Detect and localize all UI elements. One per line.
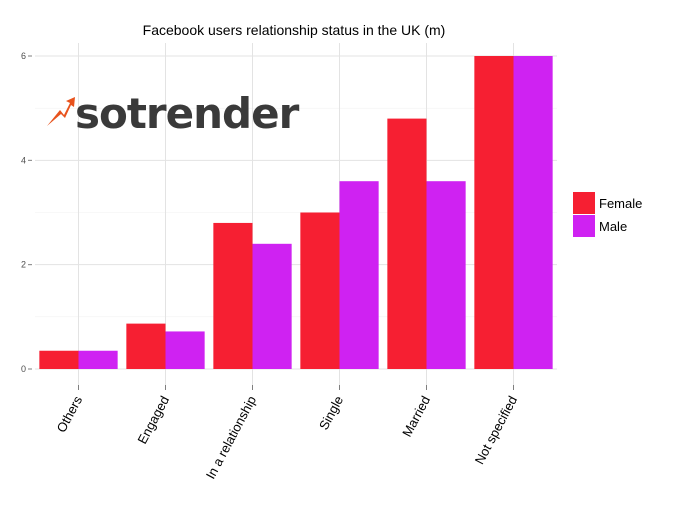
bar-female [213,222,253,369]
bar-female [300,212,340,369]
bar-male [513,56,553,369]
logo-text: sotrender [75,89,300,138]
legend-swatch-female [573,192,595,214]
bar-female [39,350,79,369]
legend: Female Male [573,192,642,237]
bar-male [339,181,379,369]
logo: sotrender [47,89,301,138]
x-tick-label: Others [54,393,86,435]
x-tick-label: Not specified [472,393,521,466]
y-axis-ticks: 0 2 4 6 [21,51,32,374]
bar-male [252,243,292,369]
y-tick-label: 0 [21,364,26,374]
legend-swatch-male [573,215,595,237]
bar-female [387,118,427,369]
x-tick-label: Engaged [134,393,172,446]
x-axis-ticks: Others Engaged In a relationship Single Marr… [54,385,521,481]
bar-male [426,181,466,369]
bar-female [474,56,514,369]
bar-male [78,350,118,369]
x-tick-label: In a relationship [203,393,259,481]
legend-label-female: Female [599,196,642,211]
legend-label-male: Male [599,219,627,234]
y-tick-label: 6 [21,51,26,61]
chart-title: Facebook users relationship status in th… [143,22,446,38]
bar-female [126,323,166,369]
y-tick-label: 4 [21,155,26,165]
logo-arrow-icon [47,97,75,126]
x-tick-label: Single [316,393,346,432]
x-tick-label: Married [399,393,433,439]
bar-male [165,331,205,369]
y-tick-label: 2 [21,260,26,270]
bars [39,56,553,369]
